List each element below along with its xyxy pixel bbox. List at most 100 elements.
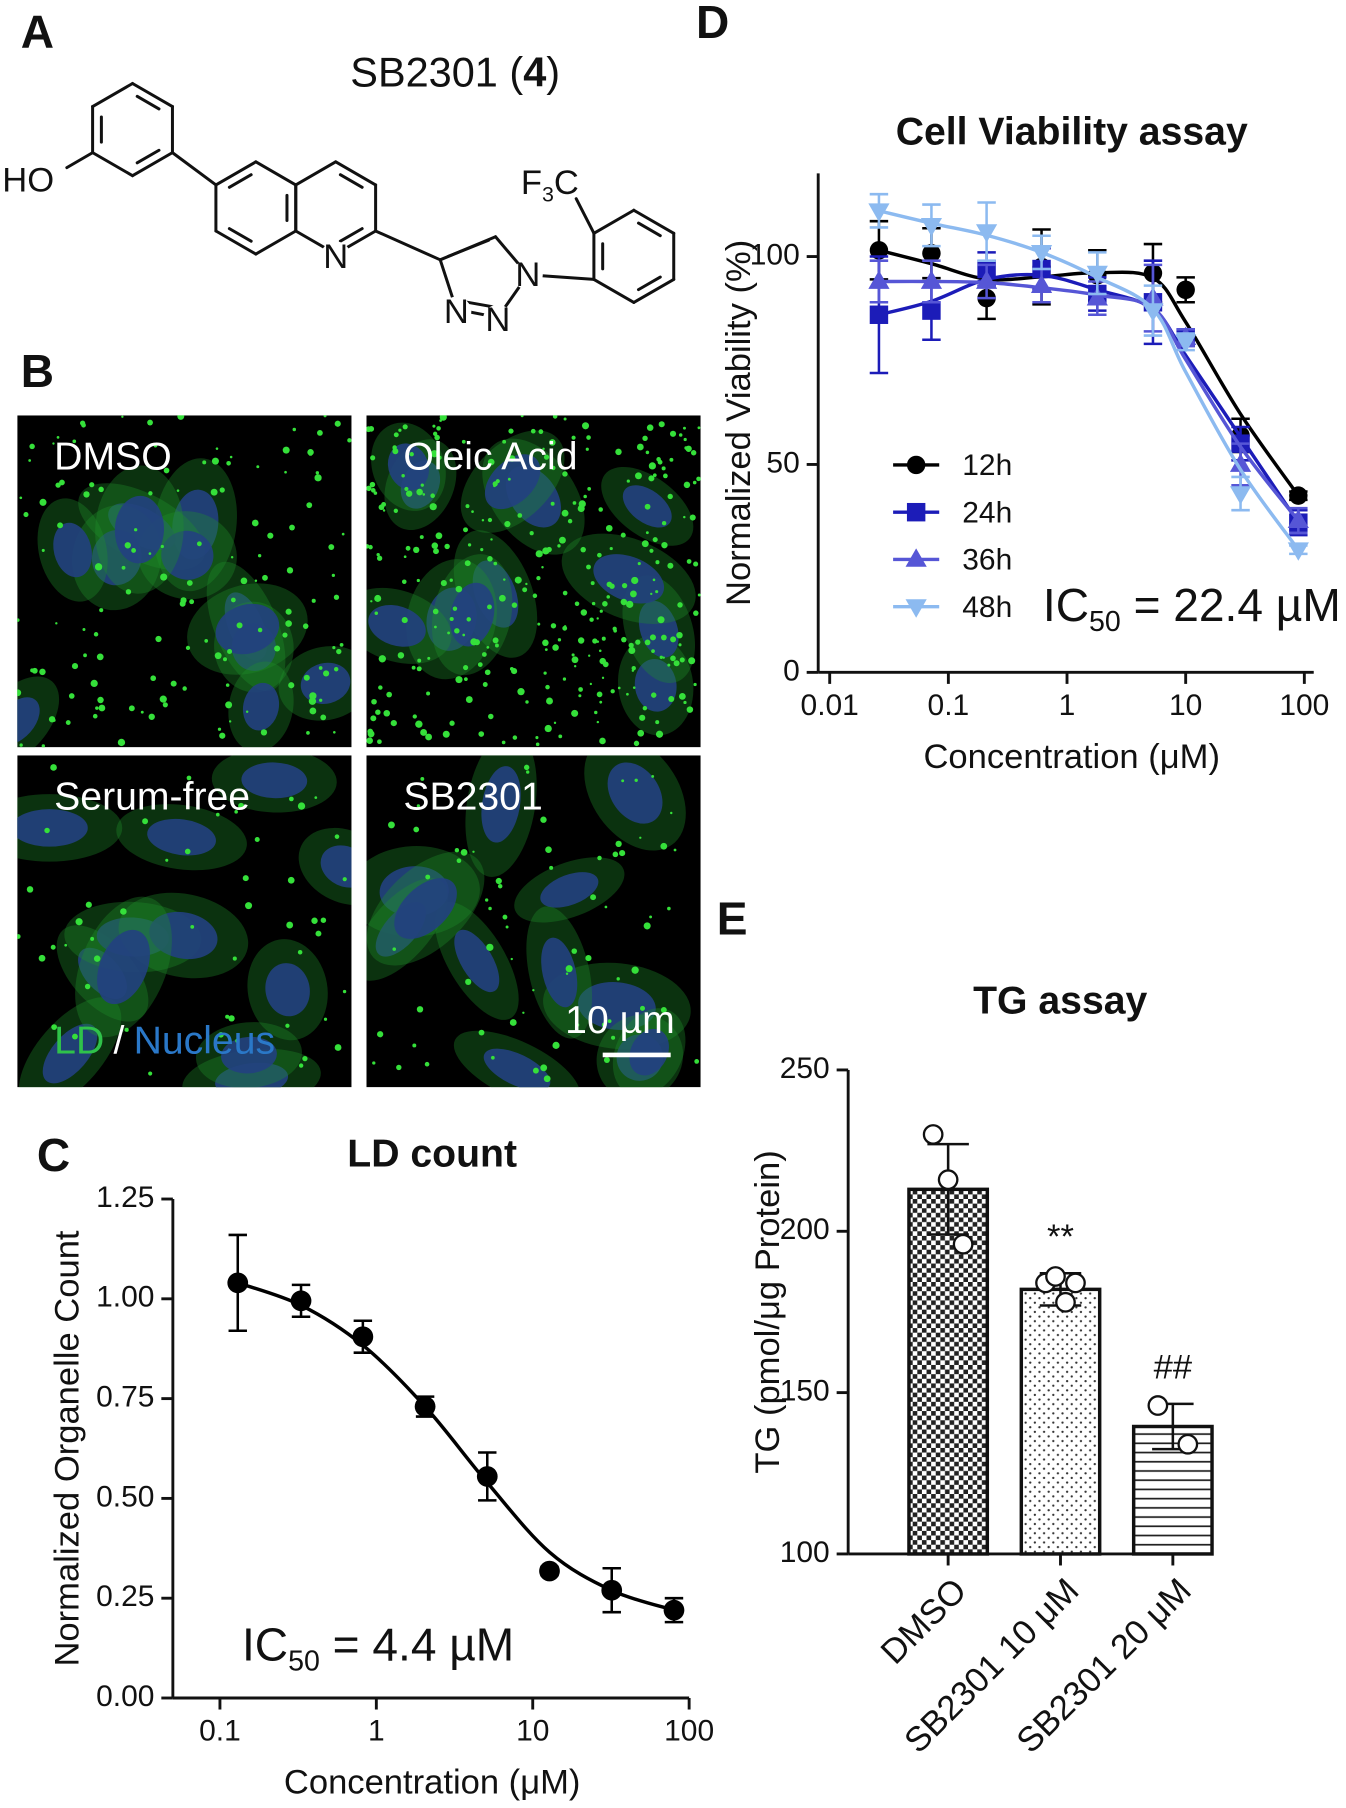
lipid-droplet [693, 610, 699, 616]
lipid-droplet [165, 858, 169, 862]
lipid-droplet [542, 547, 550, 555]
fit-curve [878, 209, 1300, 551]
lipid-droplet [661, 466, 666, 471]
marker [1086, 265, 1108, 285]
lipid-droplet [302, 623, 309, 629]
lipid-droplet [386, 691, 393, 698]
lipid-droplet [426, 691, 431, 696]
lipid-droplet [573, 665, 577, 668]
legend-label: 48h [962, 591, 1012, 624]
lipid-droplet [467, 543, 472, 547]
bond [334, 160, 378, 187]
lipid-droplet [697, 593, 701, 597]
lipid-droplet [535, 736, 539, 740]
lipid-droplet [562, 677, 567, 681]
lipid-droplet [392, 445, 397, 450]
lipid-droplet [649, 464, 654, 469]
y-tick-label: 0 [783, 654, 800, 687]
bond [338, 227, 364, 243]
lipid-droplet [39, 498, 47, 506]
lipid-droplet [282, 632, 288, 638]
lipid-droplet [508, 428, 514, 434]
lipid-droplet [185, 645, 191, 650]
chart-title: LD count [347, 1133, 517, 1176]
marker [922, 301, 941, 320]
lipid-droplet [590, 894, 597, 901]
lipid-droplet [308, 697, 317, 705]
lipid-droplet [370, 600, 373, 603]
lipid-droplet [434, 625, 437, 629]
nucleus [541, 937, 578, 1008]
y-tick-label: 50 [766, 446, 799, 479]
lipid-droplet [631, 666, 636, 671]
lipid-droplet [679, 657, 685, 663]
scale-bar-label: 10 µm [565, 999, 675, 1042]
lipid-droplet [96, 653, 104, 661]
lipid-droplet [148, 491, 153, 496]
lipid-droplet [673, 660, 680, 667]
lipid-droplet [308, 451, 313, 456]
lipid-droplet [696, 476, 701, 482]
lipid-droplet [409, 452, 414, 457]
lipid-droplet [128, 705, 135, 712]
lipid-droplet [678, 643, 682, 647]
lipid-droplet [160, 573, 168, 581]
nucleus [221, 1036, 277, 1074]
y-tick-label: 250 [780, 1052, 830, 1085]
lipid-droplet [370, 488, 376, 493]
lipid-droplet [487, 556, 493, 562]
lipid-droplet [455, 676, 463, 684]
lipid-droplet [425, 874, 431, 880]
nucleus [241, 762, 308, 799]
lipid-droplet [155, 635, 162, 643]
lipid-droplet [142, 818, 149, 825]
lipid-droplet [685, 445, 692, 452]
lipid-droplet [315, 930, 322, 937]
lipid-droplet [495, 479, 500, 484]
lipid-droplet [366, 485, 372, 492]
lipid-droplet [508, 455, 516, 462]
marker [868, 270, 890, 289]
lipid-droplet [694, 1059, 700, 1064]
lipid-droplet [225, 683, 230, 687]
lipid-droplet [93, 955, 101, 962]
lipid-droplet [650, 592, 653, 596]
lipid-droplet [509, 1019, 517, 1026]
lipid-droplet [374, 594, 382, 602]
lipid-droplet [230, 597, 236, 603]
lipid-droplet [655, 590, 659, 594]
lipid-droplet [543, 1075, 551, 1083]
y-tick-label: 1.25 [96, 1181, 154, 1214]
lipid-droplet [162, 702, 168, 708]
lipid-droplet [320, 714, 327, 721]
lipid-droplet [376, 552, 380, 557]
lipid-droplet [649, 634, 656, 641]
lipid-droplet [437, 455, 442, 460]
lipid-droplet [538, 429, 544, 435]
lipid-droplet [639, 836, 642, 839]
lipid-droplet [314, 474, 322, 482]
lipid-droplet [552, 1041, 560, 1049]
marker [906, 502, 926, 522]
lipid-droplet [333, 730, 336, 734]
lipid-droplet [257, 627, 263, 633]
lipid-droplet [99, 608, 104, 613]
nucleus [215, 1062, 289, 1088]
lipid-droplet [541, 566, 544, 569]
lipid-droplet [557, 544, 561, 548]
lipid-droplet [381, 502, 387, 507]
lipid-droplet [565, 972, 569, 975]
marker [1287, 542, 1309, 561]
lipid-droplet [447, 631, 450, 635]
nucleus [265, 963, 310, 1017]
lipid-droplet [652, 537, 658, 543]
lipid-droplet [333, 667, 339, 672]
lipid-droplet [522, 587, 528, 593]
lipid-droplet [85, 901, 92, 908]
lipid-droplet [594, 710, 598, 715]
lipid-droplet [323, 670, 330, 677]
lipid-droplet [317, 429, 323, 436]
bond [227, 227, 253, 243]
nucleus [215, 603, 280, 655]
y-axis-label: Normalized Organelle Count [48, 1230, 86, 1666]
